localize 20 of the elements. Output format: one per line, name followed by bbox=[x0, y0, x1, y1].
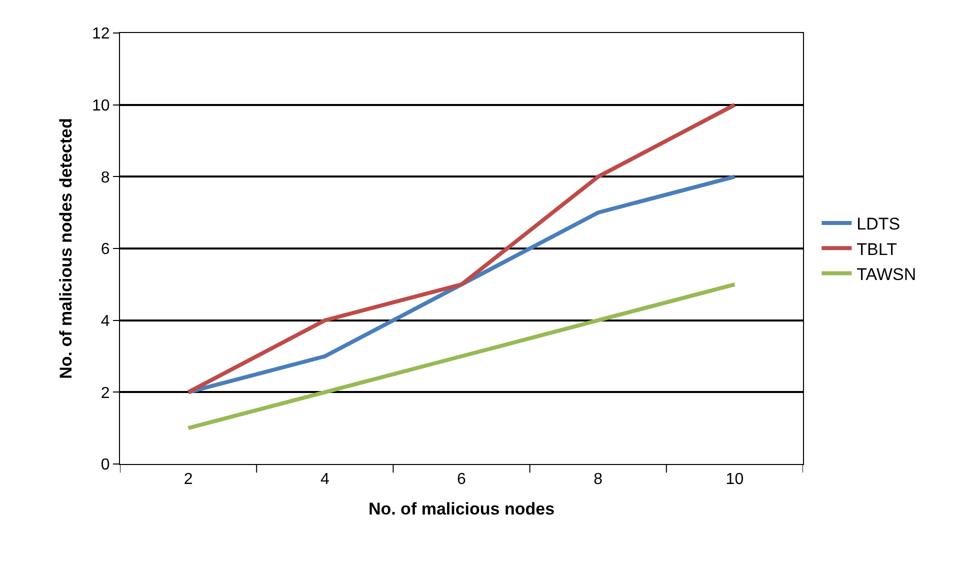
x-axis-title: No. of malicious nodes bbox=[368, 500, 555, 519]
x-tick-label: 4 bbox=[320, 471, 330, 488]
y-tick-label: 6 bbox=[100, 241, 110, 258]
y-tick-label: 8 bbox=[100, 169, 110, 186]
x-tick-label: 6 bbox=[457, 471, 466, 488]
y-tick-label: 12 bbox=[92, 26, 110, 43]
y-axis-title: No. of malicious nodes detected bbox=[56, 118, 76, 379]
line-series bbox=[186, 174, 737, 394]
y-tick-label: 2 bbox=[100, 384, 110, 402]
x-tick-label: 8 bbox=[594, 471, 603, 488]
y-tick-label: 4 bbox=[100, 312, 110, 330]
legend-label: LDTS bbox=[856, 214, 900, 234]
y-tick-label: 0 bbox=[100, 456, 110, 474]
line-series bbox=[186, 102, 737, 394]
y-tick-label: 10 bbox=[92, 97, 110, 114]
line-series bbox=[186, 282, 737, 430]
legend-label: TBLT bbox=[856, 240, 897, 259]
x-tick-label: 2 bbox=[184, 471, 193, 488]
legend-label: TAWSN bbox=[856, 264, 916, 284]
x-tick-label: 10 bbox=[726, 471, 744, 488]
